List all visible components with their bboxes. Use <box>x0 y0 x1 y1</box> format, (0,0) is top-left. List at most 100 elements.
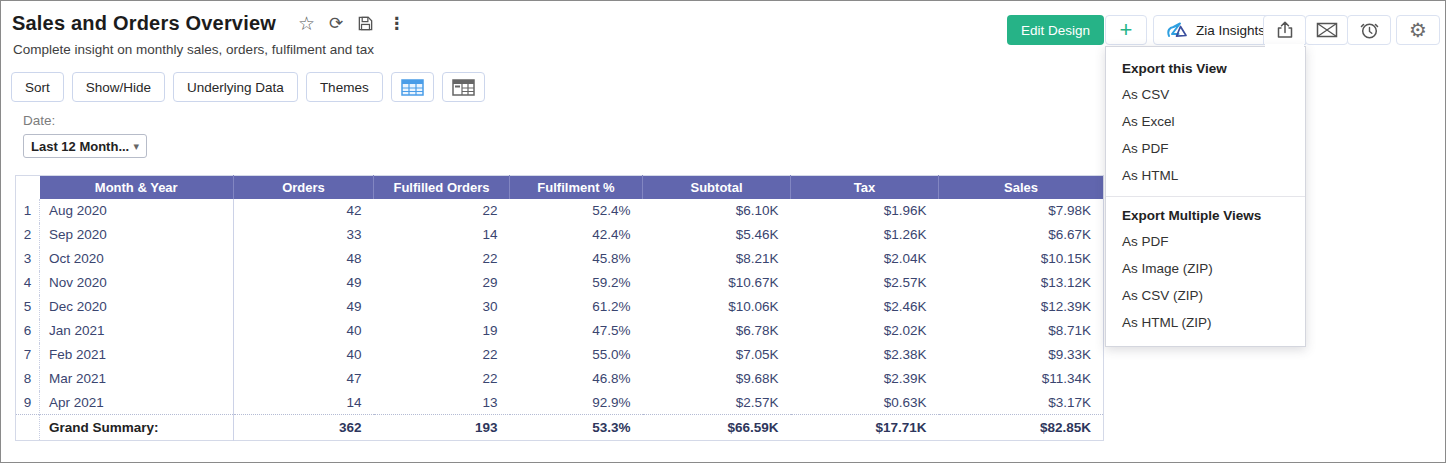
date-filter-label: Date: <box>23 113 55 128</box>
table-row: 1Aug 2020422252.4%$6.10K$1.96K$7.98K <box>16 199 1104 223</box>
cell-tax: $2.38K <box>791 343 939 367</box>
cell-fulfilled: 14 <box>374 223 510 247</box>
row-number: 6 <box>16 319 40 343</box>
cell-sales: $9.33K <box>939 343 1104 367</box>
cell-sales: $6.67K <box>939 223 1104 247</box>
more-options-kebab-icon[interactable]: ⋮ <box>388 15 405 32</box>
settings-gear-icon[interactable]: ⚙ <box>1396 15 1440 45</box>
export-share-button[interactable] <box>1263 15 1306 45</box>
cell-subtotal: $6.78K <box>643 319 791 343</box>
export-menu: Export this ViewAs CSVAs ExcelAs PDFAs H… <box>1105 46 1306 347</box>
view-toolbar: Sort Show/Hide Underlying Data Themes <box>11 72 485 102</box>
save-icon[interactable] <box>357 15 374 32</box>
export-option-as-html-zip[interactable]: As HTML (ZIP) <box>1106 309 1305 336</box>
table-row: 4Nov 2020492959.2%$10.67K$2.57K$13.12K <box>16 271 1104 295</box>
row-number: 1 <box>16 199 40 223</box>
cell-tax: $1.26K <box>791 223 939 247</box>
refresh-icon[interactable]: ⟳ <box>329 15 343 32</box>
toolbar-button-themes[interactable]: Themes <box>306 72 383 102</box>
row-number: 7 <box>16 343 40 367</box>
export-option-as-csv[interactable]: As CSV <box>1106 81 1305 108</box>
cell-sales: $8.71K <box>939 319 1104 343</box>
menu-connector <box>1265 44 1304 48</box>
summary-subtotal: $66.59K <box>643 415 791 441</box>
cell-month-year: Apr 2021 <box>40 391 234 415</box>
cell-tax: $2.04K <box>791 247 939 271</box>
cell-orders: 48 <box>234 247 374 271</box>
export-option-as-pdf[interactable]: As PDF <box>1106 135 1305 162</box>
table-header-row: Month & YearOrdersFulfilled OrdersFulfil… <box>16 176 1104 199</box>
column-header-month-year[interactable]: Month & Year <box>40 176 234 199</box>
alarm-clock-icon <box>1359 20 1380 40</box>
toolbar-button-underlying-data[interactable]: Underlying Data <box>173 72 298 102</box>
date-filter-select[interactable]: Last 12 Month... ▾ <box>23 134 147 158</box>
column-header-sales[interactable]: Sales <box>939 176 1104 199</box>
cell-month-year: Feb 2021 <box>40 343 234 367</box>
cell-tax: $2.46K <box>791 295 939 319</box>
cell-orders: 49 <box>234 271 374 295</box>
edit-design-button[interactable]: Edit Design <box>1007 15 1104 45</box>
export-option-as-csv-zip[interactable]: As CSV (ZIP) <box>1106 282 1305 309</box>
email-button[interactable] <box>1305 15 1348 45</box>
cell-fulfilled: 22 <box>374 367 510 391</box>
page-title: Sales and Orders Overview <box>12 12 276 35</box>
favorite-star-icon[interactable]: ☆ <box>298 14 315 33</box>
cell-fulfilled: 29 <box>374 271 510 295</box>
cell-sales: $10.15K <box>939 247 1104 271</box>
row-number: 8 <box>16 367 40 391</box>
cell-fulfilment: 47.5% <box>510 319 643 343</box>
row-number: 9 <box>16 391 40 415</box>
cell-month-year: Nov 2020 <box>40 271 234 295</box>
cell-month-year: Oct 2020 <box>40 247 234 271</box>
cell-tax: $2.57K <box>791 271 939 295</box>
zia-insights-button[interactable]: Zia Insights <box>1153 15 1278 45</box>
report-table: Month & YearOrdersFulfilled OrdersFulfil… <box>15 175 1104 441</box>
table-row: 8Mar 2021472246.8%$9.68K$2.39K$11.34K <box>16 367 1104 391</box>
cell-fulfilled: 30 <box>374 295 510 319</box>
cell-subtotal: $2.57K <box>643 391 791 415</box>
page-subtitle: Complete insight on monthly sales, order… <box>13 42 374 57</box>
toolbar-button-sort[interactable]: Sort <box>11 72 64 102</box>
cell-fulfilment: 52.4% <box>510 199 643 223</box>
cell-subtotal: $10.06K <box>643 295 791 319</box>
chevron-down-icon: ▾ <box>133 140 139 153</box>
title-icons: ☆ ⟳ ⋮ <box>298 14 405 33</box>
cell-fulfilment: 46.8% <box>510 367 643 391</box>
cell-sales: $11.34K <box>939 367 1104 391</box>
app-window: Sales and Orders Overview ☆ ⟳ ⋮ Complete… <box>0 0 1446 463</box>
cell-subtotal: $6.10K <box>643 199 791 223</box>
column-header-fulfilled-orders[interactable]: Fulfilled Orders <box>374 176 510 199</box>
table-row: 2Sep 2020331442.4%$5.46K$1.26K$6.67K <box>16 223 1104 247</box>
cell-orders: 42 <box>234 199 374 223</box>
cell-month-year: Dec 2020 <box>40 295 234 319</box>
schedule-alarm-button[interactable] <box>1347 15 1391 45</box>
cell-sales: $13.12K <box>939 271 1104 295</box>
column-header-tax[interactable]: Tax <box>791 176 939 199</box>
export-option-as-excel[interactable]: As Excel <box>1106 108 1305 135</box>
export-option-as-image-zip[interactable]: As Image (ZIP) <box>1106 255 1305 282</box>
summary-view-button[interactable] <box>442 72 485 102</box>
cell-subtotal: $8.21K <box>643 247 791 271</box>
row-number: 4 <box>16 271 40 295</box>
header: Sales and Orders Overview ☆ ⟳ ⋮ <box>12 12 405 35</box>
column-header-orders[interactable]: Orders <box>234 176 374 199</box>
share-export-icon <box>1275 20 1295 40</box>
toolbar-button-show-hide[interactable]: Show/Hide <box>72 72 165 102</box>
column-header-subtotal[interactable]: Subtotal <box>643 176 791 199</box>
table-view-button[interactable] <box>391 72 434 102</box>
table-row: 9Apr 2021141392.9%$2.57K$0.63K$3.17K <box>16 391 1104 415</box>
table-row: 7Feb 2021402255.0%$7.05K$2.38K$9.33K <box>16 343 1104 367</box>
envelope-icon <box>1316 22 1338 38</box>
column-header-fulfilment[interactable]: Fulfilment % <box>510 176 643 199</box>
table-row: 6Jan 2021401947.5%$6.78K$2.02K$8.71K <box>16 319 1104 343</box>
summary-fulfilment: 53.3% <box>510 415 643 441</box>
table-row: 3Oct 2020482245.8%$8.21K$2.04K$10.15K <box>16 247 1104 271</box>
cell-orders: 47 <box>234 367 374 391</box>
export-option-as-html[interactable]: As HTML <box>1106 162 1305 189</box>
zia-logo-icon <box>1166 21 1189 39</box>
cell-orders: 33 <box>234 223 374 247</box>
add-view-button[interactable]: + <box>1105 15 1147 45</box>
cell-tax: $2.02K <box>791 319 939 343</box>
export-option-as-pdf[interactable]: As PDF <box>1106 228 1305 255</box>
cell-orders: 49 <box>234 295 374 319</box>
